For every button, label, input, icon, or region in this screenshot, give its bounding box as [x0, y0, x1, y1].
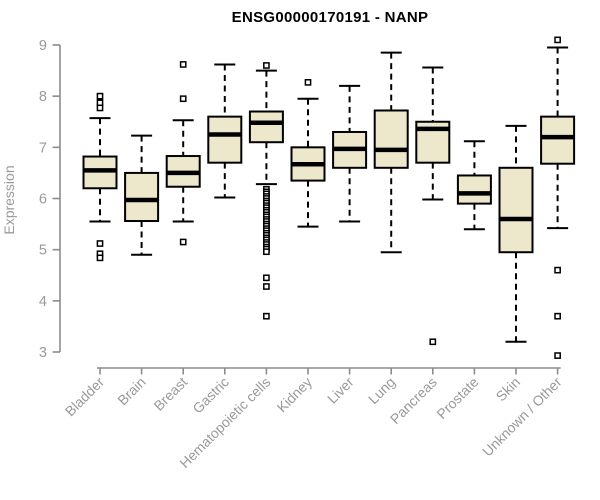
y-tick-label: 9: [39, 38, 47, 54]
outlier-point: [429, 338, 437, 346]
outlier-point: [554, 36, 561, 44]
iqr-box: [248, 110, 284, 144]
y-tick-label: 7: [39, 140, 47, 156]
box-group-kidney: [290, 79, 326, 228]
x-tick-label: Prostate: [433, 374, 481, 422]
iqr-box: [498, 166, 534, 254]
outlier-point: [263, 274, 270, 282]
y-tick-label: 3: [39, 345, 47, 361]
x-tick-label: Skin: [493, 374, 524, 405]
x-tick-label: Unknown / Other: [479, 374, 565, 460]
x-tick-label: Lung: [365, 374, 398, 407]
outlier-point: [96, 254, 104, 262]
outlier-point: [96, 240, 104, 247]
x-tick-label: Bladder: [62, 374, 108, 420]
box-group-bladder: [82, 92, 118, 262]
box-group-pancreas: [415, 66, 451, 346]
box-group-unknown-other: [540, 36, 576, 359]
box-group-liver: [332, 84, 368, 223]
box-group-gastric: [207, 63, 243, 199]
iqr-box: [124, 171, 160, 223]
y-tick-label: 6: [39, 192, 47, 208]
box-group-skin: [498, 124, 534, 343]
box-group-lung: [373, 51, 409, 254]
iqr-box: [456, 174, 492, 205]
box-group-breast: [165, 61, 201, 246]
outlier-point: [96, 104, 104, 112]
x-tick-label: Liver: [324, 374, 357, 407]
y-tick-label: 8: [39, 89, 47, 105]
box-group-prostate: [456, 140, 492, 231]
x-tick-label: Breast: [150, 374, 190, 414]
outlier-point: [304, 79, 312, 86]
box-group-brain: [124, 134, 160, 256]
outlier-point: [554, 266, 561, 274]
outlier-point: [263, 248, 270, 256]
outlier-point: [554, 312, 561, 320]
outlier-point: [179, 95, 187, 103]
outlier-point: [263, 62, 270, 69]
outlier-point: [263, 312, 270, 320]
x-tick-label: Kidney: [274, 374, 316, 416]
y-tick-label: 5: [39, 243, 47, 259]
x-tick-label: Brain: [114, 374, 148, 408]
chart-title: ENSG00000170191 - NANP: [231, 9, 429, 26]
iqr-box: [207, 115, 243, 164]
iqr-box: [540, 115, 576, 165]
outlier-point: [263, 283, 270, 290]
iqr-box: [373, 109, 409, 169]
outlier-point: [179, 61, 187, 68]
y-tick-label: 4: [39, 294, 47, 310]
box-group-hematopoietic-cells: [248, 62, 284, 320]
outlier-point: [554, 352, 561, 359]
outlier-point: [179, 238, 187, 246]
outlier-point: [96, 92, 104, 100]
